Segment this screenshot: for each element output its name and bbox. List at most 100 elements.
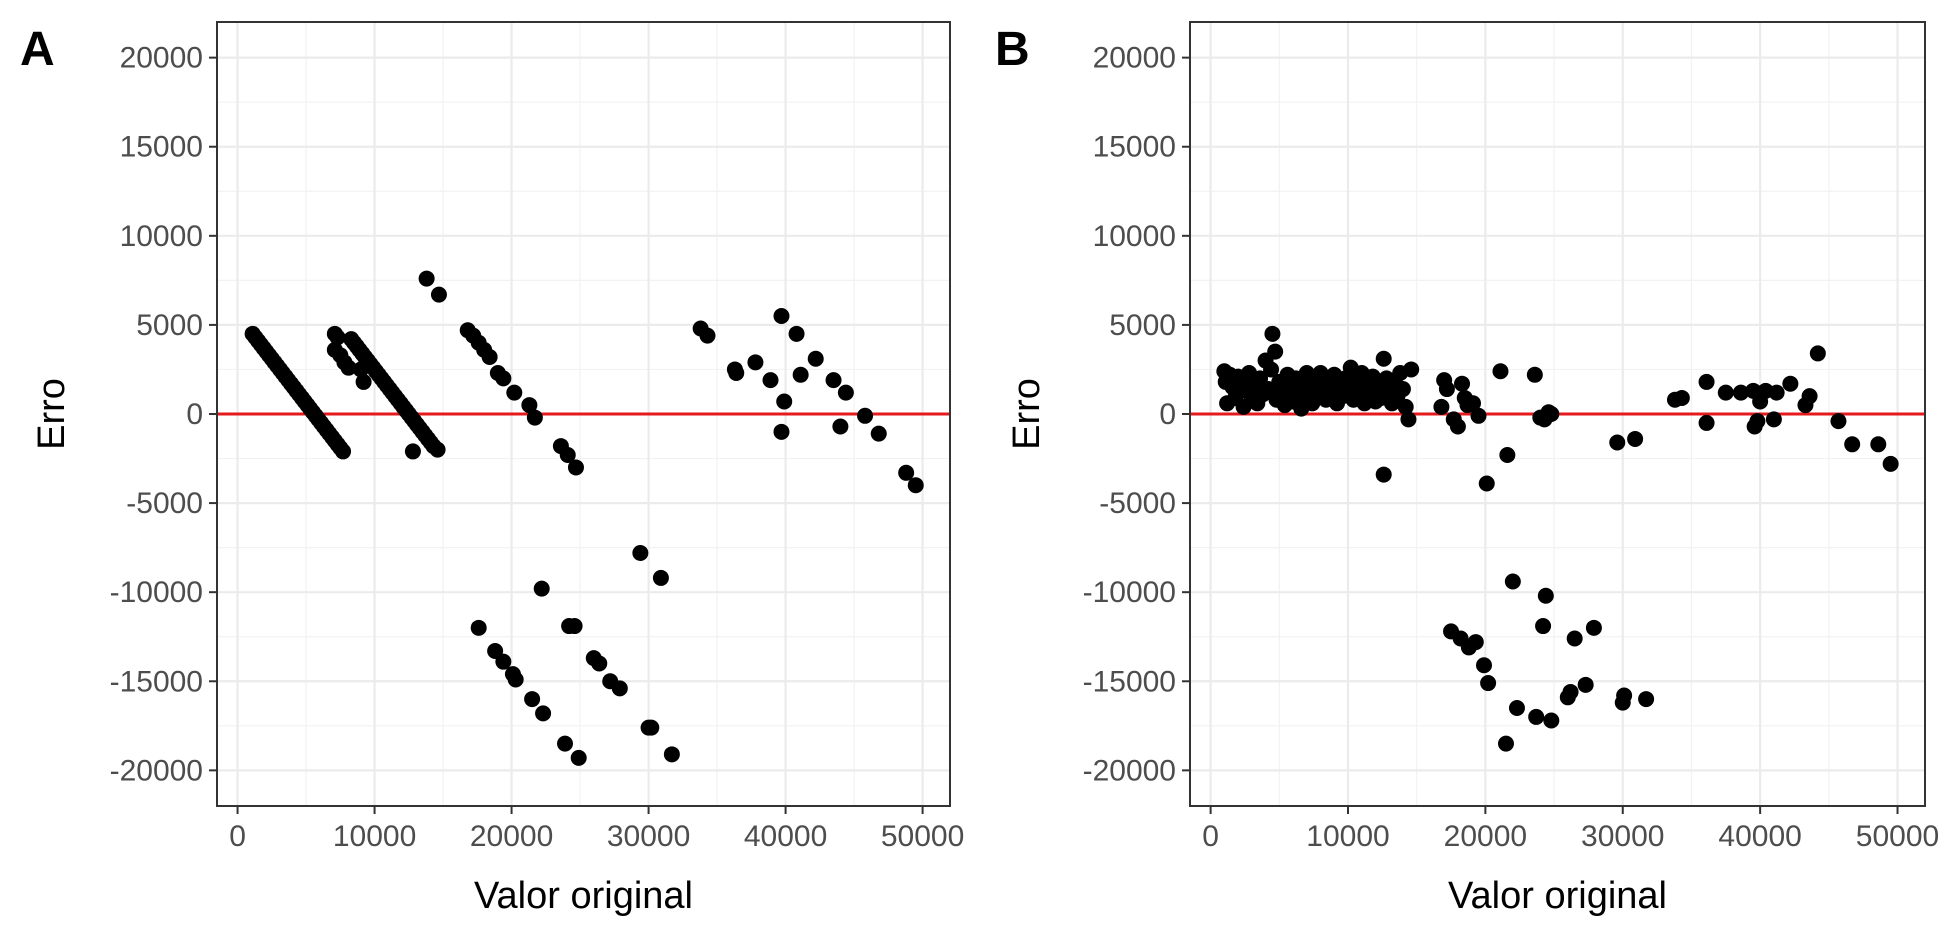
panel-b-data-point bbox=[1782, 375, 1799, 392]
panel-b-data-point bbox=[1768, 384, 1785, 401]
panel-a-data-point bbox=[728, 365, 745, 382]
panel-b-data-point bbox=[1394, 381, 1411, 398]
panel-a-y-tick-label: -20000 bbox=[110, 754, 203, 787]
panel-a-y-tick-label: 5000 bbox=[136, 309, 203, 342]
panel-b-data-point bbox=[1535, 618, 1552, 635]
panel-a-data-point bbox=[340, 359, 357, 376]
panel-a-data-point bbox=[611, 680, 628, 697]
panel-a-data-point bbox=[699, 327, 716, 344]
panel-b-y-tick-label: 5000 bbox=[1109, 309, 1176, 342]
panel-a-data-point bbox=[773, 423, 790, 440]
panel-a-data-point bbox=[418, 270, 435, 287]
panel-a-data-point bbox=[470, 619, 487, 636]
panel-a-data-point bbox=[898, 464, 915, 481]
panel-a: A 0 10000 20000 30000 40000 50000-20000-15000… bbox=[20, 21, 964, 917]
panel-b-data-point bbox=[1504, 573, 1521, 590]
panel-b-data-point bbox=[1577, 676, 1594, 693]
panel-b-data-point bbox=[1397, 398, 1414, 415]
panel-a-y-tick-label: 10000 bbox=[120, 220, 203, 253]
panel-b-y-tick-label: -15000 bbox=[1083, 665, 1176, 698]
panel-b-data-point bbox=[1765, 411, 1782, 428]
panel-a-data-point bbox=[404, 443, 421, 460]
panel-b-x-tick-label: 0 bbox=[1202, 820, 1219, 853]
panel-a-x-axis-title: Valor original bbox=[474, 875, 693, 917]
panel-b-data-point bbox=[1438, 381, 1455, 398]
panel-b-y-tick-label: 10000 bbox=[1093, 220, 1176, 253]
panel-b-data-point bbox=[1627, 430, 1644, 447]
panel-b-data-point bbox=[1543, 712, 1560, 729]
panel-a-data-point bbox=[807, 350, 824, 367]
panel-b-data-point bbox=[1543, 406, 1560, 422]
panel-b-letter: B bbox=[995, 23, 1030, 76]
panel-b-data-point bbox=[1673, 389, 1690, 406]
panel-a-data-point bbox=[632, 544, 649, 561]
panel-a-data-point bbox=[837, 384, 854, 401]
panel-b-data-point bbox=[1454, 375, 1471, 392]
panel-a-data-point bbox=[533, 580, 550, 597]
panel-b-y-tick-label: 20000 bbox=[1093, 42, 1176, 75]
panel-b-data-point bbox=[1609, 434, 1626, 451]
panel-a-data-point bbox=[495, 370, 512, 387]
panel-b-data-point bbox=[1264, 325, 1281, 342]
panel-a-y-tick-label: -15000 bbox=[110, 665, 203, 698]
panel-a-y-tick-label: -5000 bbox=[126, 487, 203, 520]
panel-a-data-point bbox=[335, 443, 352, 460]
panel-b-data-point bbox=[1375, 350, 1392, 367]
panel-b: B 0 10000 20000 30000 40000 50000-20000-15000… bbox=[995, 21, 1939, 917]
panel-b-data-point bbox=[1433, 398, 1450, 415]
panel-a-data-point bbox=[495, 653, 512, 670]
panel-b-data-point bbox=[1844, 436, 1861, 453]
panel-b-data-point bbox=[1492, 363, 1509, 380]
panel-b-y-tick-label: 0 bbox=[1159, 398, 1176, 431]
panel-a-data-point bbox=[747, 354, 764, 371]
panel-a-data-point bbox=[526, 409, 543, 426]
panel-a-data-point bbox=[825, 372, 842, 389]
panel-b-data-point bbox=[1526, 366, 1543, 383]
panel-b-data-point bbox=[1499, 446, 1516, 463]
panel-a-data-point bbox=[870, 425, 887, 442]
panel-b-data-point bbox=[1717, 384, 1734, 401]
panel-b-data-point bbox=[1263, 361, 1280, 378]
panel-b-data-point bbox=[1698, 373, 1715, 390]
panel-b-data-point bbox=[1449, 418, 1466, 435]
panel-b-data-point bbox=[1467, 634, 1484, 651]
panel-a-x-tick-label: 10000 bbox=[333, 820, 416, 853]
panel-b-data-point bbox=[1562, 683, 1579, 700]
panel-a-data-point bbox=[506, 384, 523, 401]
panel-b-y-tick-label: -5000 bbox=[1099, 487, 1176, 520]
panel-b-data-point bbox=[1801, 388, 1818, 405]
panel-b-y-axis-title: Erro bbox=[1006, 378, 1048, 450]
panel-b-x-tick-label: 50000 bbox=[1856, 820, 1939, 853]
panel-a-data-point bbox=[773, 308, 790, 324]
panel-a-data-point bbox=[329, 329, 346, 346]
panel-b-y-tick-label: -10000 bbox=[1083, 576, 1176, 609]
panel-b-data-point bbox=[1732, 384, 1749, 401]
panel-a-data-point bbox=[429, 441, 446, 458]
panel-b-data-point bbox=[1375, 466, 1392, 483]
panel-a-data-point bbox=[524, 691, 541, 708]
panel-a-data-point bbox=[507, 671, 524, 688]
panel-b-data-point bbox=[1403, 361, 1420, 378]
panel-a-x-tick-label: 50000 bbox=[881, 820, 964, 853]
panel-b-data-point bbox=[1638, 691, 1655, 708]
panel-a-data-point bbox=[663, 746, 680, 763]
panel-b-data-point bbox=[1749, 413, 1766, 430]
panel-a-data-point bbox=[792, 366, 809, 383]
panel-b-data-point bbox=[1698, 414, 1715, 431]
panel-a-x-tick-label: 40000 bbox=[744, 820, 827, 853]
panel-a-y-tick-label: 0 bbox=[186, 398, 203, 431]
panel-a-x-tick-label: 0 bbox=[229, 820, 246, 853]
panel-a-y-tick-label: 20000 bbox=[120, 42, 203, 75]
panel-a-data-point bbox=[566, 618, 583, 635]
panel-b-x-tick-label: 20000 bbox=[1444, 820, 1527, 853]
panel-b-data-point bbox=[1470, 407, 1487, 424]
panel-a-data-point bbox=[762, 372, 779, 389]
panel-a-data-point bbox=[355, 373, 372, 390]
panel-b-data-point bbox=[1830, 413, 1847, 430]
panel-a-data-point bbox=[907, 477, 924, 494]
panel-b-y-tick-label: -20000 bbox=[1083, 754, 1176, 787]
panel-b-data-point bbox=[1476, 657, 1492, 674]
panel-b-data-point bbox=[1478, 475, 1495, 492]
panel-b-data-point bbox=[1882, 455, 1899, 472]
panel-a-points bbox=[244, 270, 924, 766]
